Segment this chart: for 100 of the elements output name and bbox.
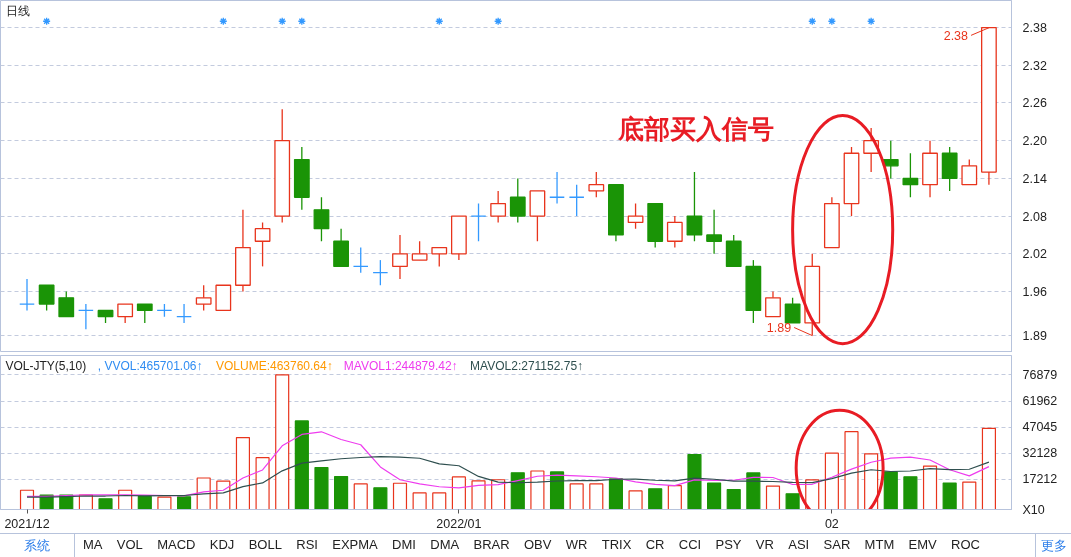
y-tick-label: 2.20 bbox=[1022, 134, 1047, 149]
candlestick bbox=[902, 152, 919, 198]
candlestick bbox=[77, 303, 94, 330]
y-tick-label: 1.89 bbox=[1022, 329, 1047, 344]
text: TRIX bbox=[601, 536, 632, 555]
bar bbox=[765, 485, 781, 510]
candlestick bbox=[19, 278, 35, 312]
y-tick-label: 1.96 bbox=[1022, 285, 1047, 300]
y-tick-label: 2.14 bbox=[1022, 171, 1047, 186]
bar bbox=[373, 487, 388, 510]
bar bbox=[510, 472, 525, 510]
bar bbox=[334, 476, 349, 510]
bar bbox=[530, 470, 545, 510]
candlestick bbox=[490, 190, 507, 224]
text: MTM bbox=[864, 536, 895, 555]
candlestick bbox=[588, 171, 605, 198]
x-tick-label: 02 bbox=[824, 516, 839, 531]
candlestick bbox=[313, 196, 330, 242]
bar bbox=[962, 481, 977, 510]
text: KDJ bbox=[209, 536, 235, 555]
annotation: 1.89 bbox=[766, 321, 792, 336]
text: EMV bbox=[908, 536, 937, 555]
bar bbox=[275, 374, 290, 510]
candlestick bbox=[411, 240, 428, 261]
y-tick-label: 76879 bbox=[1022, 367, 1058, 382]
bar bbox=[942, 482, 957, 510]
text: OBV bbox=[523, 536, 552, 555]
bar bbox=[157, 496, 172, 510]
y-tick-label: X10 bbox=[1022, 502, 1045, 517]
bar bbox=[491, 479, 506, 510]
y-tick-label: 17212 bbox=[1022, 472, 1058, 487]
text: ROC bbox=[951, 536, 980, 555]
text: VR bbox=[755, 536, 774, 555]
x-tick-label: 2022/01 bbox=[436, 516, 482, 531]
y-tick-label: 32128 bbox=[1022, 446, 1058, 461]
text: 系统 bbox=[0, 534, 75, 557]
candlestick bbox=[38, 284, 55, 312]
candlestick bbox=[58, 290, 75, 318]
annotation: 底部买入信号 bbox=[617, 114, 775, 145]
chart-title: 日线 bbox=[5, 3, 30, 18]
candlestick bbox=[686, 171, 703, 242]
bar bbox=[412, 492, 427, 510]
annotation: 2.38 bbox=[943, 28, 969, 43]
text: CR bbox=[645, 536, 665, 555]
candlestick bbox=[961, 158, 978, 186]
bar bbox=[176, 496, 192, 510]
bar bbox=[451, 476, 466, 510]
text: VOL bbox=[116, 536, 143, 555]
candlestick bbox=[765, 290, 781, 318]
y-tick-label: 2.32 bbox=[1022, 58, 1047, 73]
candlestick bbox=[176, 303, 192, 324]
candlestick bbox=[372, 259, 389, 286]
x-tick-label: 2021/12 bbox=[4, 516, 50, 531]
candlestick bbox=[549, 171, 565, 205]
y-tick-label: 2.02 bbox=[1022, 247, 1047, 262]
bar bbox=[137, 495, 152, 510]
line-series bbox=[26, 456, 990, 498]
bar bbox=[844, 431, 859, 510]
text: MA bbox=[83, 536, 103, 555]
bar bbox=[98, 498, 113, 510]
bar bbox=[549, 471, 565, 510]
y-tick-label: 61962 bbox=[1022, 394, 1058, 409]
bar bbox=[608, 478, 624, 510]
candlestick bbox=[254, 221, 271, 268]
bar bbox=[353, 483, 368, 510]
text: SAR bbox=[823, 536, 851, 555]
y-tick-label: 2.38 bbox=[1022, 21, 1047, 36]
text: RSI bbox=[296, 536, 318, 555]
candlestick bbox=[568, 184, 585, 217]
bar bbox=[648, 488, 663, 510]
annotation: VOLUME:463760.64↑ bbox=[215, 358, 333, 373]
bar bbox=[785, 493, 800, 510]
y-tick-label: 47045 bbox=[1022, 420, 1058, 435]
bar bbox=[294, 420, 309, 510]
bar bbox=[235, 436, 251, 510]
bar bbox=[314, 466, 329, 510]
candlestick bbox=[784, 297, 801, 324]
bar bbox=[432, 492, 447, 510]
bar bbox=[981, 427, 996, 510]
text: MAVOL1:244879.42↑ bbox=[343, 358, 458, 373]
text: DMA bbox=[430, 536, 460, 555]
bar bbox=[667, 485, 682, 510]
bar bbox=[824, 452, 839, 510]
y-tick-label: 2.08 bbox=[1022, 209, 1047, 224]
annotation: , VVOL:465701.06↑ bbox=[97, 358, 203, 373]
text: MAVOL2:271152.75↑ bbox=[470, 358, 584, 373]
text: PSY bbox=[715, 536, 742, 555]
bar bbox=[707, 482, 722, 510]
text: CCI bbox=[678, 536, 702, 555]
bar bbox=[569, 483, 584, 510]
text: BRAR bbox=[473, 536, 510, 555]
text: MACD bbox=[157, 536, 196, 555]
text: 更多 bbox=[1035, 534, 1071, 557]
candlestick bbox=[666, 215, 683, 249]
text: WR bbox=[565, 536, 588, 555]
candlestick bbox=[136, 303, 153, 324]
candlestick bbox=[627, 202, 644, 230]
bar bbox=[903, 476, 918, 510]
bar bbox=[687, 453, 702, 510]
candlestick bbox=[431, 246, 448, 268]
